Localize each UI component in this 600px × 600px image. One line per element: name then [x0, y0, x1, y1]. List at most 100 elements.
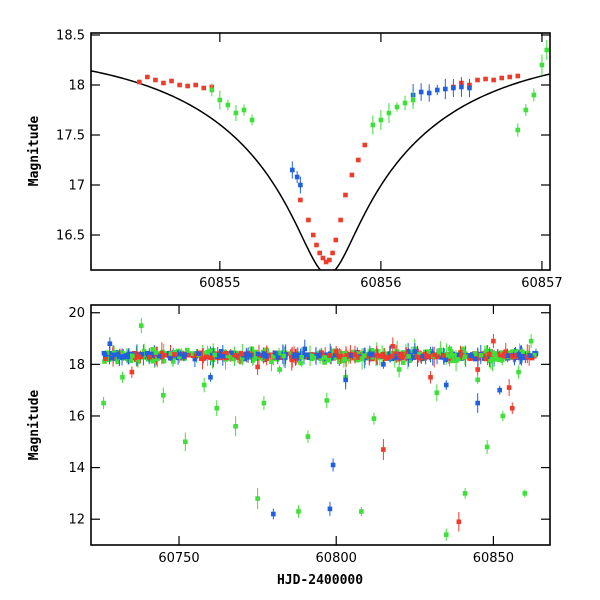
bottom-baseline-point — [344, 353, 349, 358]
bottom-baseline-point — [292, 354, 297, 359]
bottom-baseline-point — [449, 358, 455, 364]
bottom-baseline-point — [105, 354, 111, 359]
bottom-baseline-point — [446, 353, 452, 359]
top-red-point — [343, 192, 348, 198]
bottom-baseline-point — [525, 350, 531, 356]
bottom-baseline-point — [400, 355, 405, 360]
bottom-baseline-point — [185, 352, 191, 358]
bottom-baseline-point — [447, 346, 453, 352]
top-red-point — [491, 77, 496, 83]
bottom-baseline-point — [260, 352, 266, 358]
bottom-red-point — [381, 447, 386, 452]
top-green-point — [402, 100, 408, 106]
bottom-baseline-point — [514, 353, 519, 359]
top-red-point — [185, 83, 190, 89]
bottom-baseline-point — [304, 352, 310, 358]
top-x-tick-label: 60856 — [360, 276, 401, 291]
bottom-baseline-point — [238, 359, 244, 364]
bottom-baseline-point — [269, 359, 274, 365]
top-y-tick-label: 17.5 — [56, 129, 85, 144]
bottom-baseline-point — [519, 349, 525, 354]
bottom-blue-point — [271, 511, 276, 517]
bottom-baseline-point — [444, 351, 449, 357]
bottom-baseline-point — [112, 356, 118, 362]
top-red-point — [310, 232, 316, 238]
top-red-point — [515, 73, 521, 79]
top-panel: 60855 60856 60857 16.5 17 17.5 18 18.5 Magnitud… — [27, 29, 563, 292]
bottom-baseline-point — [493, 354, 498, 360]
top-panel-marks — [91, 39, 550, 270]
bottom-baseline-point — [168, 351, 174, 356]
top-y-tick-label: 16.5 — [56, 229, 85, 244]
bottom-baseline-point — [253, 349, 258, 355]
bottom-baseline-point — [289, 357, 295, 363]
top-red-point — [201, 85, 207, 91]
bottom-baseline-point — [374, 352, 379, 358]
bottom-baseline-point — [185, 347, 190, 353]
top-red-point — [153, 77, 158, 83]
bottom-green-point — [500, 413, 506, 419]
bottom-baseline-point — [355, 351, 361, 356]
bottom-baseline-point — [349, 349, 355, 355]
bottom-baseline-point — [141, 348, 147, 354]
bottom-green-point — [120, 374, 125, 380]
bottom-green-point — [443, 532, 449, 537]
top-y-tick-label: 18.5 — [56, 29, 85, 44]
bottom-baseline-point — [400, 360, 406, 365]
bottom-baseline-point — [352, 352, 358, 357]
bottom-baseline-point — [216, 352, 222, 358]
bottom-baseline-point — [529, 355, 535, 361]
bottom-green-point — [214, 405, 220, 411]
bottom-y-tick-label: 12 — [68, 513, 85, 528]
bottom-baseline-point — [453, 358, 459, 364]
bottom-green-point — [305, 434, 311, 439]
bottom-baseline-point — [167, 355, 173, 361]
bottom-baseline-point — [503, 349, 509, 355]
bottom-green-point — [277, 367, 282, 372]
bottom-baseline-point — [373, 356, 379, 362]
bottom-blue-point — [330, 462, 336, 468]
bottom-baseline-point — [432, 352, 437, 358]
bottom-red-point — [509, 405, 515, 411]
bottom-baseline-point — [394, 349, 400, 354]
bottom-baseline-point — [475, 352, 480, 358]
bottom-baseline-point — [441, 353, 446, 358]
bottom-baseline-point — [150, 358, 156, 364]
top-red-point — [314, 242, 319, 248]
bottom-baseline-point — [367, 351, 373, 357]
top-red-point — [306, 217, 311, 223]
bottom-baseline-point — [323, 352, 329, 358]
top-red-point — [475, 77, 480, 83]
bottom-baseline-point — [156, 353, 162, 359]
bottom-baseline-point — [154, 353, 159, 359]
bottom-baseline-point — [203, 354, 209, 360]
bottom-panel-frame — [90, 304, 551, 546]
bottom-baseline-point — [505, 353, 511, 359]
bottom-baseline-point — [107, 351, 112, 357]
top-green-point — [544, 47, 550, 53]
bottom-y-tick-label: 20 — [68, 306, 85, 321]
bottom-y-axis-label: Magnitude — [27, 390, 42, 461]
bottom-baseline-point — [319, 356, 324, 362]
bottom-baseline-point — [177, 351, 182, 357]
bottom-baseline-point — [484, 348, 489, 354]
top-red-point — [362, 142, 368, 148]
bottom-baseline-point — [332, 352, 338, 358]
bottom-green-point — [359, 509, 364, 514]
bottom-baseline-point — [225, 353, 231, 358]
bottom-baseline-point — [147, 354, 152, 360]
bottom-red-point — [255, 364, 260, 370]
bottom-y-tick-label: 16 — [68, 409, 85, 424]
bottom-baseline-point — [326, 357, 332, 363]
bottom-baseline-point — [498, 353, 504, 359]
bottom-blue-point — [497, 387, 502, 393]
bottom-baseline-point — [425, 349, 431, 355]
bottom-baseline-point — [476, 356, 482, 361]
bottom-baseline-point — [124, 353, 129, 358]
bottom-baseline-point — [389, 353, 395, 359]
bottom-green-point — [462, 491, 468, 496]
bottom-green-point — [101, 400, 106, 406]
bottom-x-axis-label: HJD-2400000 — [277, 573, 363, 588]
bottom-baseline-point — [135, 357, 141, 362]
